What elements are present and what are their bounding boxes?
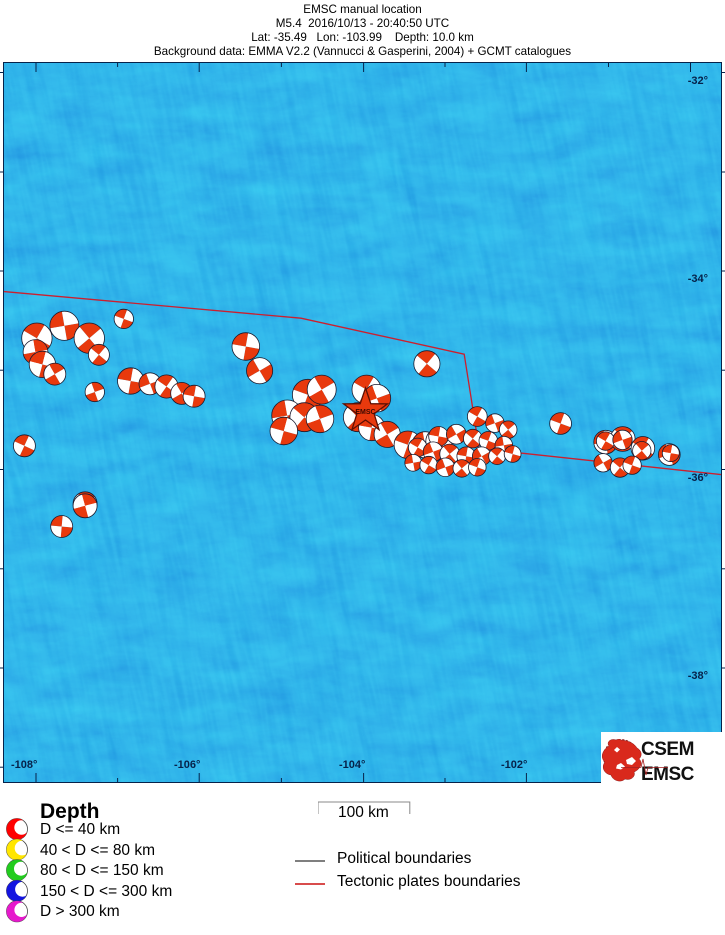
svg-text:CSEM: CSEM: [641, 739, 694, 760]
